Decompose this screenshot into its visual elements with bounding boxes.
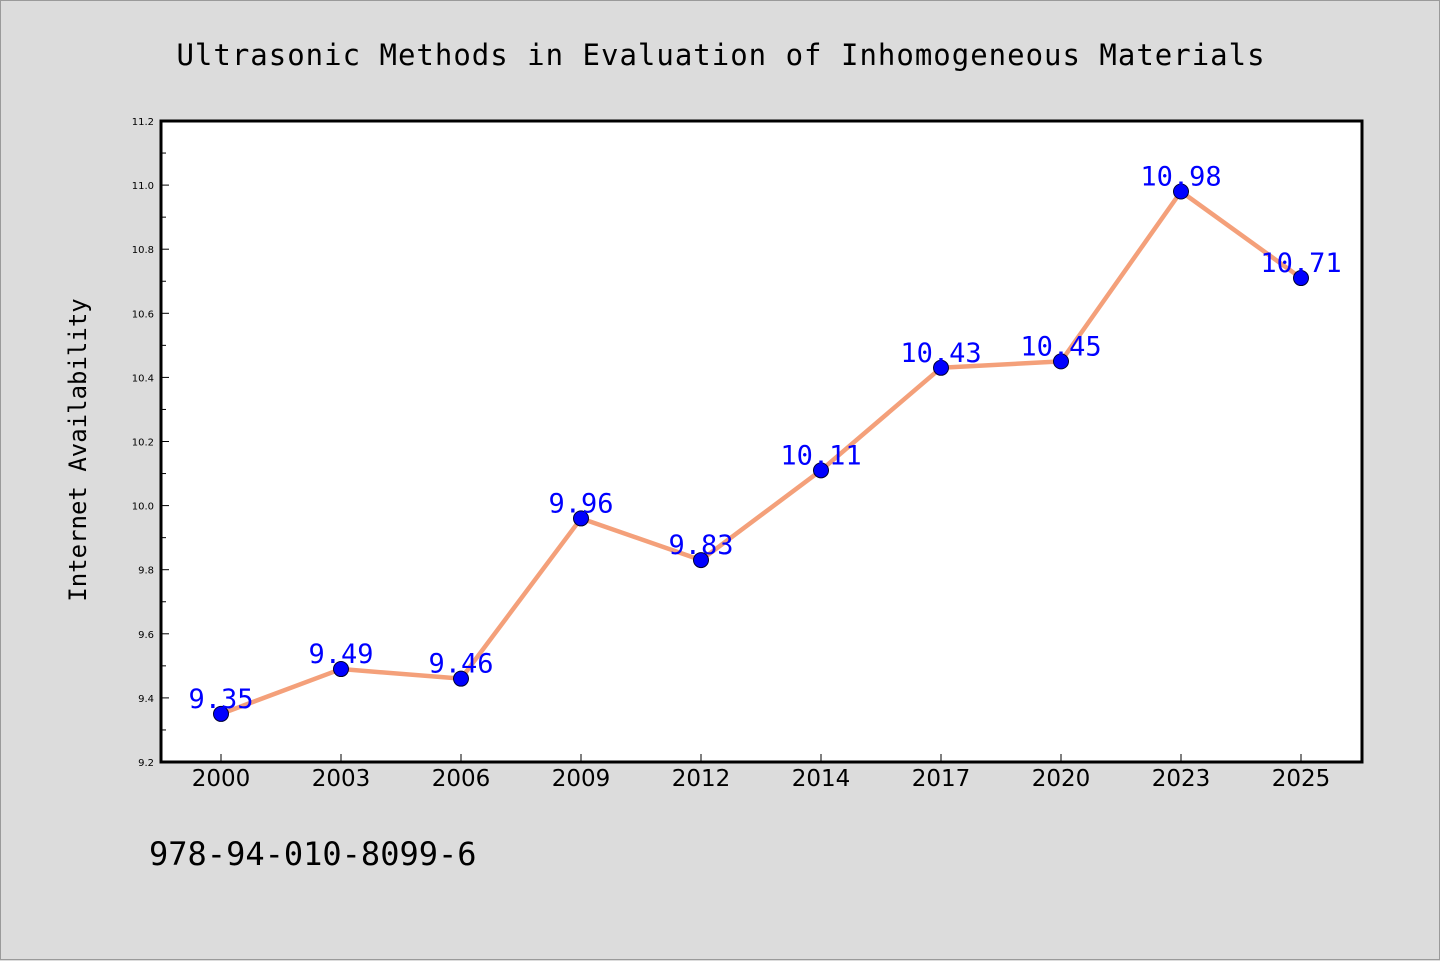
x-axis: 2000 2003 2006 2009 2012 2014 2017 2020 2023 2025	[192, 754, 1331, 792]
series-line-group	[218, 189, 1304, 717]
series-line	[218, 189, 1304, 717]
data-label: 10.11	[780, 440, 861, 471]
y-tick-label: 9.6	[138, 630, 154, 641]
data-labels: 9.35 9.49 9.46 9.96 9.83 10.11 10.43 10.45 10.98…	[188, 162, 1341, 715]
x-tick-label: 2025	[1272, 766, 1331, 792]
y-tick-label: 11.0	[132, 181, 154, 192]
y-tick-label: 10.2	[132, 438, 154, 449]
x-tick-label: 2009	[552, 766, 611, 792]
y-axis-label: Internet Availability	[64, 298, 92, 601]
data-label: 10.71	[1260, 248, 1341, 279]
data-label: 9.83	[668, 530, 733, 561]
chart-title: Ultrasonic Methods in Evaluation of Inho…	[176, 38, 1265, 72]
data-label: 10.43	[900, 338, 981, 369]
y-tick-label: 9.8	[138, 566, 154, 577]
data-point	[813, 462, 829, 479]
data-point	[573, 510, 589, 527]
x-tick-label: 2006	[432, 766, 491, 792]
data-markers	[213, 183, 1309, 722]
y-tick-label: 11.2	[132, 117, 154, 128]
y-tick-label: 9.4	[138, 694, 154, 705]
data-label: 10.45	[1020, 331, 1101, 362]
data-label: 9.35	[188, 684, 253, 715]
data-label: 9.96	[548, 488, 613, 519]
x-tick-label: 2003	[312, 766, 371, 792]
data-point	[1173, 183, 1189, 200]
data-label: 9.46	[428, 649, 493, 680]
data-point	[213, 705, 229, 722]
data-label: 9.49	[308, 639, 373, 670]
y-tick-label: 10.6	[132, 309, 154, 320]
x-tick-label: 2000	[192, 766, 251, 792]
x-tick-label: 2017	[912, 766, 971, 792]
data-point	[453, 670, 469, 687]
data-point	[1293, 270, 1309, 287]
data-label: 10.98	[1140, 162, 1221, 193]
y-tick-label: 9.2	[138, 758, 154, 769]
x-tick-label: 2014	[792, 766, 851, 792]
data-point	[333, 661, 349, 678]
y-tick-label: 10.4	[132, 373, 154, 384]
y-tick-label: 10.8	[132, 245, 154, 256]
x-tick-label: 2020	[1032, 766, 1091, 792]
y-axis: 9.2 9.4 9.6 9.8 10.0 10.2 10.4 10.6 10.8 11.0 11.2	[132, 117, 169, 769]
plot-area	[159, 119, 1364, 764]
data-point	[693, 552, 709, 569]
y-tick-label: 10.0	[132, 502, 154, 513]
data-point	[933, 359, 949, 376]
data-point	[1053, 353, 1069, 370]
isbn-text: 978-94-010-8099-6	[149, 835, 477, 873]
x-tick-label: 2023	[1152, 766, 1211, 792]
x-tick-label: 2012	[672, 766, 731, 792]
